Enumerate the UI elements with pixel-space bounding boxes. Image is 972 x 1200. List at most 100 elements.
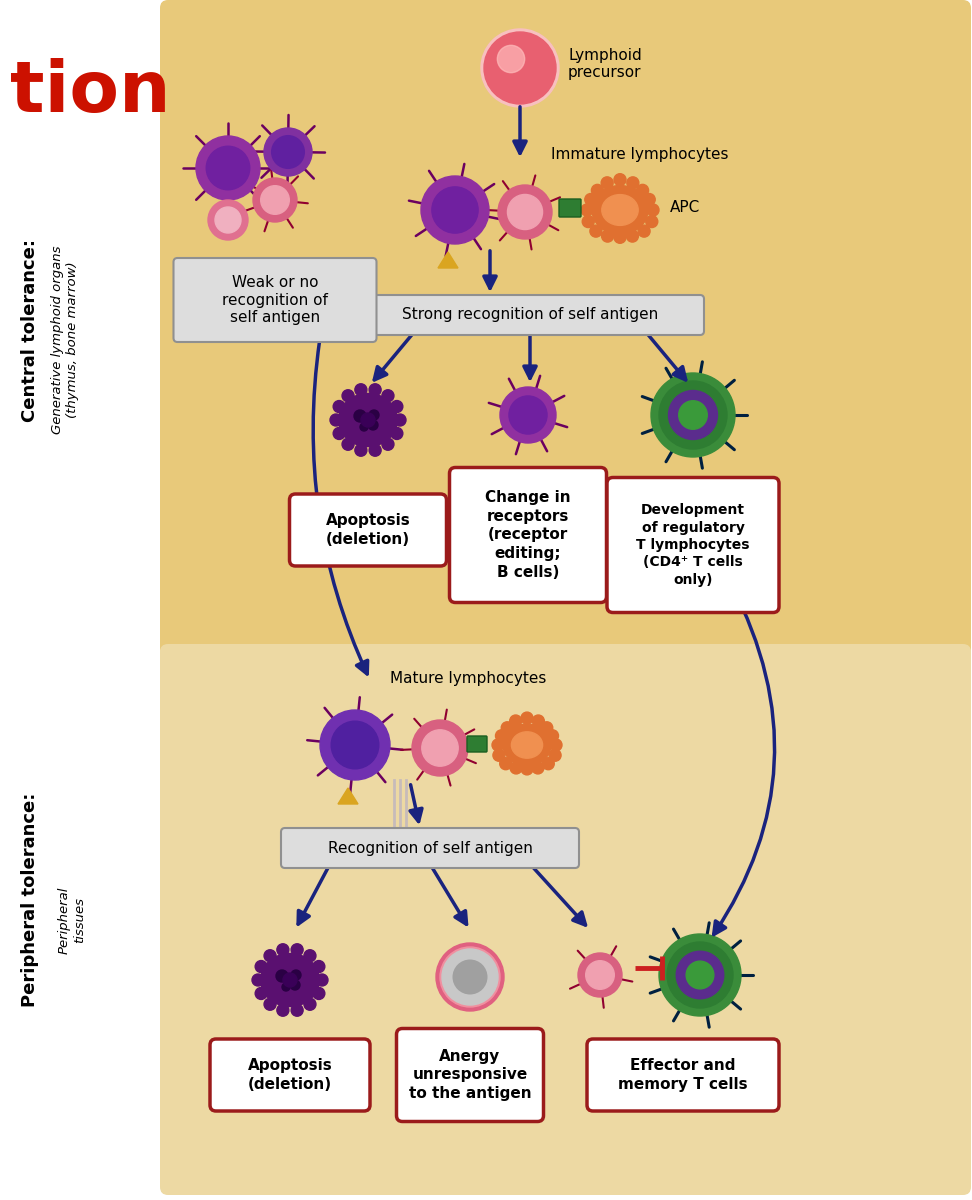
FancyBboxPatch shape	[160, 644, 971, 1195]
Circle shape	[532, 762, 544, 774]
Circle shape	[659, 934, 741, 1016]
Polygon shape	[438, 252, 458, 268]
Circle shape	[550, 739, 562, 751]
Circle shape	[626, 230, 639, 242]
Circle shape	[313, 988, 325, 1000]
Circle shape	[582, 216, 594, 228]
Circle shape	[391, 427, 402, 439]
Circle shape	[521, 763, 533, 775]
Circle shape	[342, 390, 354, 402]
Circle shape	[292, 943, 303, 955]
Circle shape	[510, 762, 522, 774]
Ellipse shape	[592, 186, 648, 234]
Circle shape	[283, 973, 297, 986]
Circle shape	[637, 185, 648, 197]
Circle shape	[277, 943, 289, 955]
Circle shape	[276, 970, 288, 982]
Circle shape	[638, 226, 650, 238]
Circle shape	[614, 174, 626, 186]
Circle shape	[677, 952, 724, 998]
Circle shape	[493, 749, 504, 761]
FancyBboxPatch shape	[290, 494, 446, 566]
Circle shape	[253, 178, 297, 222]
Text: Apoptosis
(deletion): Apoptosis (deletion)	[248, 1058, 332, 1092]
Circle shape	[498, 185, 552, 239]
Circle shape	[643, 193, 655, 205]
Circle shape	[453, 960, 487, 994]
Text: Weak or no
recognition of
self antigen: Weak or no recognition of self antigen	[222, 275, 328, 325]
Circle shape	[290, 980, 296, 986]
Circle shape	[313, 960, 325, 972]
Circle shape	[602, 230, 613, 242]
FancyBboxPatch shape	[210, 1039, 370, 1111]
Circle shape	[355, 444, 366, 456]
Circle shape	[264, 128, 312, 176]
Circle shape	[521, 712, 533, 724]
Text: Central tolerance:: Central tolerance:	[21, 239, 39, 421]
Circle shape	[206, 146, 250, 190]
Circle shape	[277, 1004, 289, 1016]
Circle shape	[382, 438, 394, 450]
Circle shape	[509, 396, 547, 434]
FancyBboxPatch shape	[356, 295, 704, 335]
Circle shape	[647, 204, 659, 216]
Circle shape	[442, 949, 498, 1006]
Text: Recognition of self antigen: Recognition of self antigen	[328, 840, 533, 856]
Text: Lymphoid
precursor: Lymphoid precursor	[568, 48, 642, 80]
Circle shape	[614, 232, 626, 244]
Circle shape	[304, 998, 316, 1010]
Circle shape	[394, 414, 406, 426]
Text: Immature lymphocytes: Immature lymphocytes	[551, 148, 729, 162]
FancyBboxPatch shape	[587, 1039, 779, 1111]
Circle shape	[316, 974, 328, 986]
Circle shape	[272, 136, 304, 168]
Circle shape	[481, 29, 559, 107]
Circle shape	[282, 983, 290, 991]
Polygon shape	[338, 788, 358, 804]
Circle shape	[215, 206, 241, 233]
Circle shape	[500, 757, 511, 769]
Circle shape	[421, 176, 489, 244]
Circle shape	[256, 960, 267, 972]
Circle shape	[540, 721, 553, 733]
Circle shape	[342, 438, 354, 450]
Circle shape	[667, 942, 733, 1008]
Circle shape	[581, 204, 593, 216]
FancyBboxPatch shape	[607, 478, 779, 612]
Circle shape	[578, 953, 622, 997]
FancyBboxPatch shape	[449, 468, 607, 602]
FancyBboxPatch shape	[397, 1028, 543, 1122]
Circle shape	[645, 216, 658, 228]
FancyBboxPatch shape	[281, 828, 579, 868]
Circle shape	[440, 947, 500, 1007]
Circle shape	[331, 721, 379, 769]
Circle shape	[436, 943, 504, 1010]
Text: APC: APC	[670, 200, 700, 216]
Circle shape	[651, 373, 735, 457]
Circle shape	[304, 949, 316, 961]
Ellipse shape	[503, 724, 551, 766]
Text: Generative lymphoid organs
(thymus, bone marrow): Generative lymphoid organs (thymus, bone…	[51, 246, 79, 434]
Circle shape	[264, 998, 276, 1010]
Text: tion: tion	[10, 58, 170, 127]
Circle shape	[591, 185, 604, 197]
Circle shape	[627, 176, 639, 188]
Circle shape	[260, 186, 290, 215]
Circle shape	[208, 200, 248, 240]
Text: Development
of regulatory
T lymphocytes
(CD4⁺ T cells
only): Development of regulatory T lymphocytes …	[637, 504, 749, 587]
Text: Peripheral tolerance:: Peripheral tolerance:	[21, 793, 39, 1007]
Circle shape	[500, 386, 556, 443]
Circle shape	[333, 401, 345, 413]
Circle shape	[412, 720, 468, 776]
Circle shape	[496, 730, 507, 742]
Circle shape	[686, 961, 713, 989]
Circle shape	[369, 384, 381, 396]
Circle shape	[369, 444, 381, 456]
Circle shape	[432, 187, 478, 233]
Circle shape	[320, 710, 390, 780]
Circle shape	[585, 193, 597, 205]
Circle shape	[354, 410, 366, 422]
Circle shape	[492, 739, 504, 751]
Circle shape	[252, 974, 264, 986]
Circle shape	[586, 961, 614, 989]
